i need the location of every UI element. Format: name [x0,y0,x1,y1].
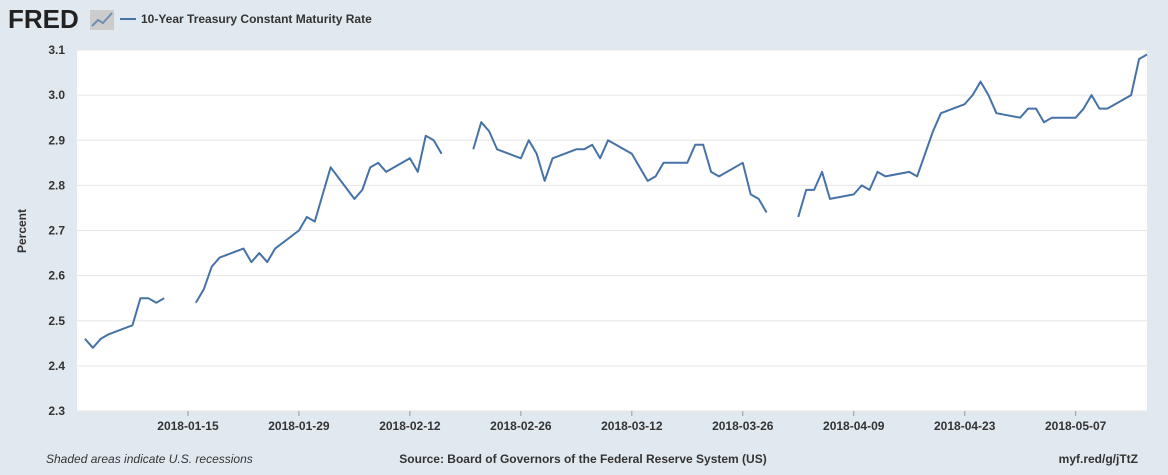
x-tick-label: 2018-05-07 [1045,419,1107,433]
y-tick-label: 2.3 [48,404,65,418]
x-tick-label: 2018-01-15 [157,419,219,433]
y-tick-label: 2.4 [48,359,65,373]
y-tick-label: 2.8 [48,178,65,192]
y-tick-label: 2.9 [48,133,65,147]
x-tick-label: 2018-02-12 [379,419,441,433]
y-tick-label: 3.1 [48,43,65,57]
footer-source: Source: Board of Governors of the Federa… [399,452,766,466]
y-tick-label: 2.5 [48,314,65,328]
x-tick-label: 2018-02-26 [490,419,552,433]
logo: FRED [8,4,79,34]
x-tick-label: 2018-04-23 [934,419,996,433]
x-tick-label: 2018-01-29 [268,419,330,433]
y-tick-label: 2.7 [48,224,65,238]
y-tick-label: 3.0 [48,88,65,102]
footer-link[interactable]: myf.red/g/jTtZ [1059,452,1138,466]
x-tick-label: 2018-03-12 [601,419,663,433]
legend-label: 10-Year Treasury Constant Maturity Rate [141,12,372,26]
series-line [84,53,1148,349]
footer-note: Shaded areas indicate U.S. recessions [46,452,253,466]
logo-icon [90,10,114,30]
x-tick-label: 2018-03-26 [712,419,774,433]
y-tick-label: 2.6 [48,269,65,283]
x-tick-label: 2018-04-09 [823,419,885,433]
y-axis-label: Percent [15,209,29,253]
